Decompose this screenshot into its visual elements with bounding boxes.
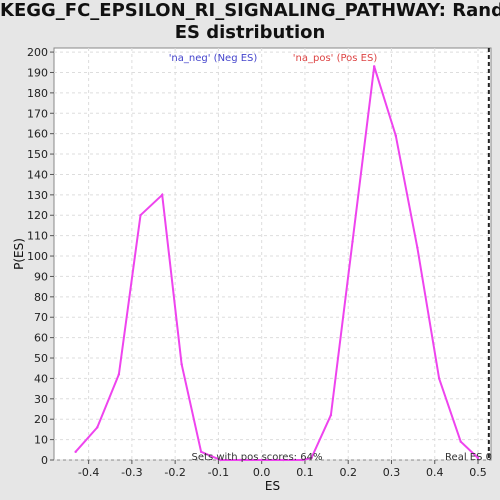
x-tick-label: 0.0	[253, 466, 271, 479]
y-tick-label: 30	[34, 393, 48, 406]
es-data-point	[460, 440, 462, 442]
y-tick-label: 80	[34, 291, 48, 304]
y-tick-label: 40	[34, 372, 48, 385]
legend-pos-label: 'na_pos' (Pos ES)	[293, 53, 378, 64]
y-tick-label: 120	[27, 209, 48, 222]
x-tick-label: 0.4	[426, 466, 444, 479]
legend-neg-label: 'na_neg' (Neg ES)	[169, 53, 258, 64]
es-data-point	[373, 65, 375, 67]
y-tick-label: 20	[34, 413, 48, 426]
y-tick-label: 50	[34, 352, 48, 365]
es-data-point	[416, 247, 418, 249]
es-data-point	[96, 426, 98, 428]
es-data-point	[438, 377, 440, 379]
y-tick-label: 100	[27, 250, 48, 263]
x-tick-label: 0.1	[296, 466, 314, 479]
es-data-point	[74, 451, 76, 453]
x-tick-label: -0.1	[208, 466, 229, 479]
y-tick-label: 130	[27, 189, 48, 202]
x-tick-label: 0.5	[469, 466, 487, 479]
y-tick-label: 110	[27, 230, 48, 243]
es-data-point	[330, 414, 332, 416]
es-data-point	[161, 194, 163, 196]
pos-scores-annotation: Sets with pos scores: 64%	[192, 452, 323, 463]
x-tick-label: -0.4	[78, 466, 99, 479]
y-tick-label: 10	[34, 434, 48, 447]
es-data-point	[139, 214, 141, 216]
es-data-point	[395, 135, 397, 137]
y-tick-label: 200	[27, 46, 48, 59]
es-data-point	[180, 363, 182, 365]
y-tick-label: 70	[34, 311, 48, 324]
y-tick-label: 60	[34, 332, 48, 345]
plot-area	[54, 48, 491, 460]
x-tick-label: -0.3	[121, 466, 142, 479]
x-tick-label: 0.2	[339, 466, 357, 479]
y-tick-label: 0	[41, 454, 48, 467]
y-tick-label: 140	[27, 168, 48, 181]
x-axis-label: ES	[265, 479, 280, 493]
y-tick-label: 90	[34, 270, 48, 283]
es-data-point	[351, 241, 353, 243]
y-tick-label: 150	[27, 148, 48, 161]
x-tick-label: 0.3	[383, 466, 401, 479]
y-tick-label: 180	[27, 87, 48, 100]
y-axis-label: P(ES)	[12, 238, 26, 270]
x-tick-label: -0.2	[164, 466, 185, 479]
y-tick-label: 190	[27, 66, 48, 79]
y-tick-label: 160	[27, 128, 48, 141]
y-tick-label: 170	[27, 107, 48, 120]
real-es-annotation: Real ES 0	[445, 452, 492, 463]
es-data-point	[118, 373, 120, 375]
